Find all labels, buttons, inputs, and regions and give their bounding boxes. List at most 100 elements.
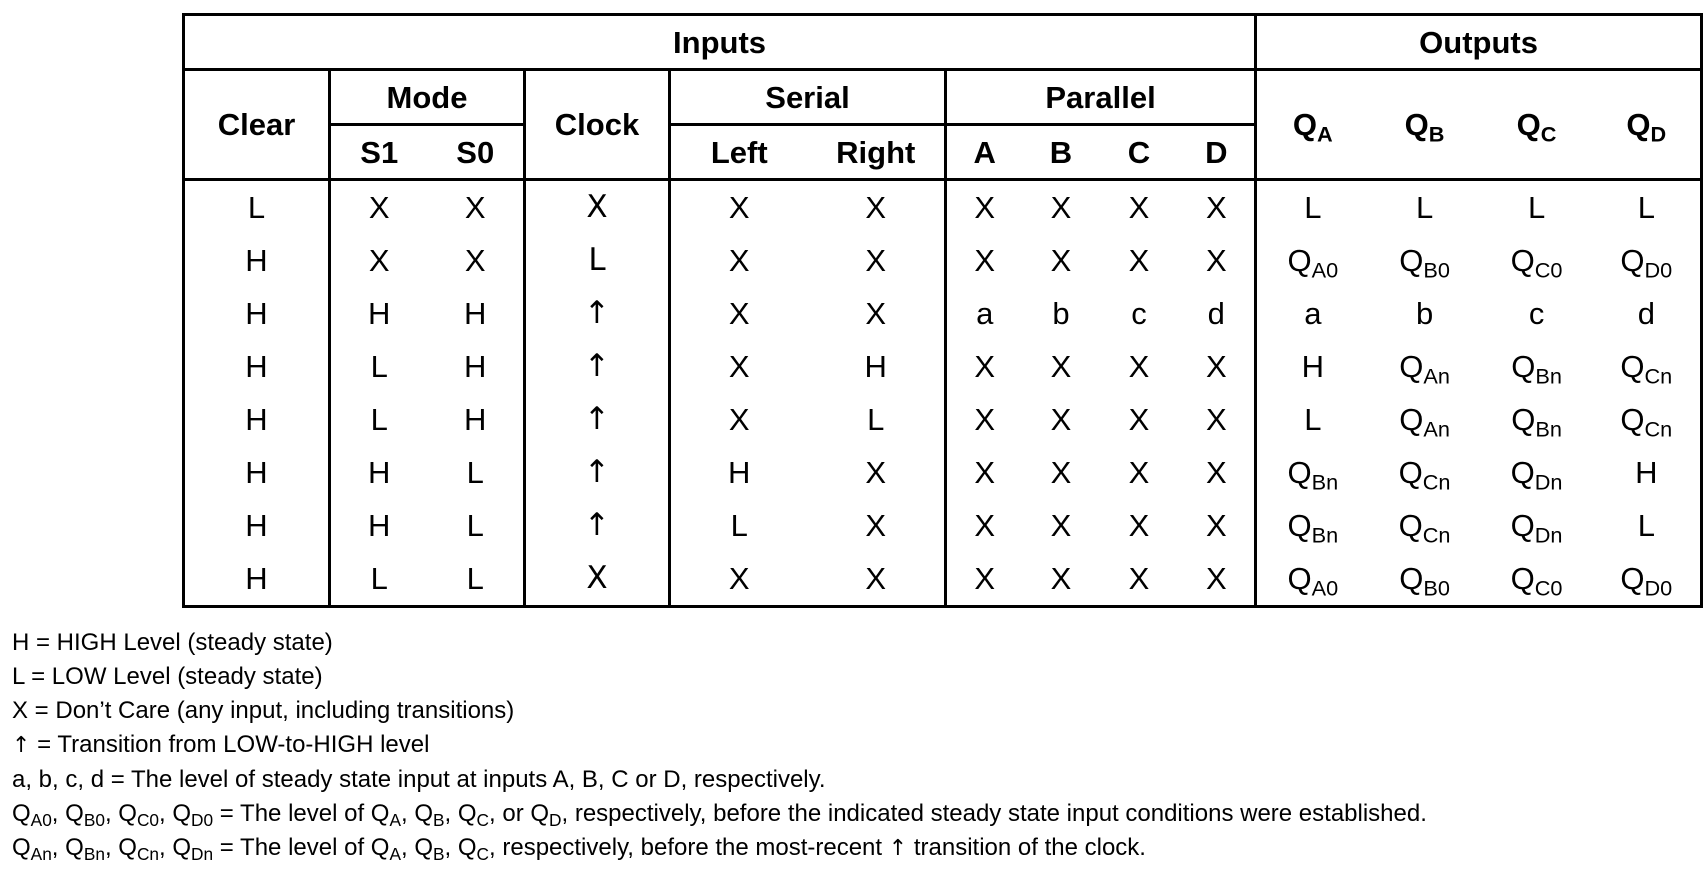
cell-clock: X (524, 179, 671, 234)
cell-clock: ↑ (524, 446, 671, 499)
cell-a: X (945, 552, 1023, 608)
cell-qa: QA0 (1287, 243, 1339, 283)
table-row: H L H ↑ X L X X X X L QAn QBn QCn (182, 393, 1704, 446)
cell-b: X (1050, 349, 1072, 384)
cell-qd: L (1592, 499, 1704, 552)
clock-header: Clock (524, 69, 671, 181)
cell-qa: QBn (1287, 455, 1339, 495)
d-header: D (1178, 124, 1258, 181)
cell-clock: ↑ (524, 287, 671, 340)
function-table: Inputs Outputs Clear Mode Clock Serial P… (181, 13, 1704, 608)
cell-left: X (728, 190, 750, 225)
cell-clock: ↑ (524, 393, 671, 446)
cell-qc: QDn (1510, 455, 1563, 495)
cell-qa: QBn (1287, 508, 1339, 548)
cell-left: X (728, 349, 750, 384)
qb-header: QB (1368, 69, 1481, 181)
cell-d: X (1178, 499, 1258, 552)
cell-qb: QB0 (1368, 552, 1481, 608)
cell-qb: QAn (1399, 349, 1450, 389)
cell-qd: QCn (1592, 340, 1704, 393)
up-arrow-icon: ↑ (888, 836, 908, 861)
cell-left: L (730, 508, 748, 543)
cell-c: X (1099, 552, 1179, 608)
cell-left: H (728, 455, 751, 490)
cell-s1: L (370, 349, 388, 384)
cell-qb: QCn (1398, 455, 1451, 495)
cell-b: X (1050, 508, 1072, 543)
mode-header: Mode (329, 69, 526, 126)
legend-transition: ↑ = Transition from LOW-to-HIGH level (12, 731, 430, 758)
cell-s1: L (329, 552, 428, 608)
cell-right: L (807, 393, 947, 446)
cell-c: X (1128, 402, 1150, 437)
outputs-header: Outputs (1255, 13, 1704, 71)
legend: H = HIGH Level (steady state) L = LOW Le… (12, 626, 1702, 866)
legend-dont-care: X = Don’t Care (any input, including tra… (12, 697, 515, 724)
legend-abcd: a, b, c, d = The level of steady state i… (12, 766, 826, 793)
cell-qb: QB0 (1399, 243, 1450, 283)
left-header: Left (669, 124, 808, 181)
cell-s0: X (427, 179, 526, 234)
cell-b: X (1050, 243, 1072, 278)
cell-c: X (1128, 190, 1150, 225)
cell-clear: L (182, 179, 331, 234)
cell-qc: QBn (1511, 349, 1562, 389)
qc-header: QC (1480, 69, 1593, 181)
cell-d: X (1178, 552, 1258, 608)
cell-qb: QCn (1398, 508, 1451, 548)
a-header: A (945, 124, 1023, 181)
cell-right: X (807, 499, 947, 552)
table-row: H L L X X X X X X X QA0 QB0 QC0 QD0 (182, 552, 1704, 608)
inputs-header: Inputs (181, 13, 1258, 71)
cell-clear: H (182, 446, 331, 499)
cell-qd: QD0 (1592, 234, 1704, 287)
cell-clear: H (182, 552, 331, 608)
cell-qa: H (1301, 349, 1324, 384)
cell-qa: L (1304, 190, 1322, 225)
cell-qd: L (1592, 179, 1704, 234)
cell-right: X (807, 179, 947, 234)
cell-s1: X (368, 190, 390, 225)
cell-clear: H (182, 393, 331, 446)
cell-qd: H (1592, 446, 1704, 499)
cell-qc: QC0 (1510, 243, 1563, 283)
cell-qc: c (1528, 296, 1545, 331)
cell-s1: H (368, 296, 391, 331)
cell-d: X (1178, 446, 1258, 499)
cell-clock: X (524, 552, 671, 608)
cell-c: X (1128, 508, 1150, 543)
cell-a: X (974, 402, 996, 437)
cell-left: X (728, 296, 750, 331)
cell-s1: X (368, 243, 390, 278)
cell-qa: a (1304, 296, 1322, 331)
cell-b: X (1050, 455, 1072, 490)
cell-b: b (1052, 296, 1070, 331)
cell-right: X (807, 552, 947, 608)
cell-d: X (1178, 234, 1258, 287)
cell-s1: H (368, 508, 391, 543)
cell-qa: QA0 (1255, 552, 1369, 608)
legend-q0: QA0, QB0, QC0, QD0 = The level of QA, QB… (12, 800, 1427, 831)
legend-qn: QAn, QBn, QCn, QDn = The level of QA, QB… (12, 834, 1146, 865)
cell-left: X (669, 552, 808, 608)
cell-a: X (974, 243, 996, 278)
table-row: H H L ↑ L X X X X X QBn QCn QDn L (182, 499, 1704, 552)
cell-qa: L (1304, 402, 1322, 437)
c-header: C (1099, 124, 1179, 181)
cell-qd: d (1592, 287, 1704, 340)
table-row: H L H ↑ X H X X X X H QAn QBn QCn (182, 340, 1704, 393)
table-row: H H L ↑ H X X X X X QBn QCn QDn H (182, 446, 1704, 499)
cell-s0: L (427, 499, 526, 552)
cell-clear: H (182, 340, 331, 393)
cell-qb: L (1415, 190, 1434, 225)
qd-header: QD (1592, 69, 1704, 181)
cell-left: X (728, 402, 750, 437)
cell-clock: ↑ (524, 340, 671, 393)
cell-qc: QDn (1510, 508, 1563, 548)
cell-a: X (974, 455, 996, 490)
cell-s0: H (427, 340, 526, 393)
up-arrow-icon: ↑ (12, 733, 31, 758)
cell-s0: L (427, 552, 526, 608)
